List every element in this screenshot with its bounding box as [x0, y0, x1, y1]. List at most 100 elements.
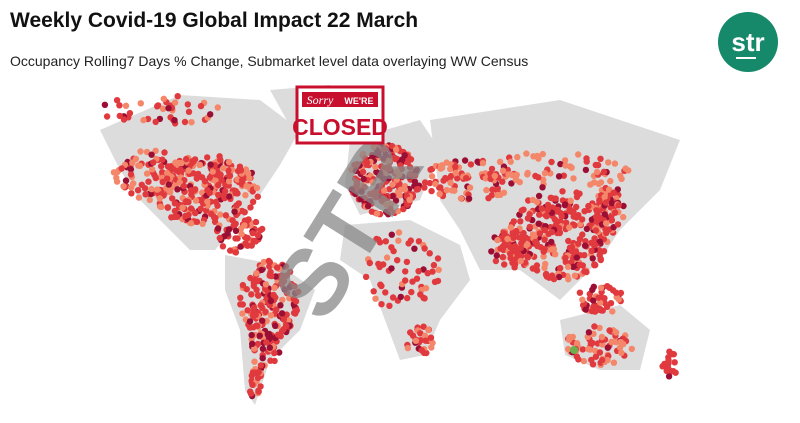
map-dot [196, 161, 203, 168]
map-dot [206, 189, 213, 197]
title: Weekly Covid-19 Global Impact 22 March [10, 9, 418, 32]
map-dot [555, 273, 563, 281]
map-dot [380, 175, 387, 182]
map-dot [588, 247, 595, 254]
map-dot [538, 205, 545, 212]
map-dot [428, 187, 435, 195]
map-dot [610, 359, 618, 366]
map-dot [564, 263, 572, 270]
map-dot [389, 192, 396, 200]
map-dot [443, 186, 450, 194]
map-dot [252, 238, 259, 245]
map-dot [536, 211, 543, 218]
map-dot [165, 105, 172, 112]
map-dot [137, 148, 144, 155]
map-dot [148, 166, 156, 173]
map-dot [135, 194, 143, 201]
map-dot [258, 266, 265, 274]
map-dot [276, 349, 283, 356]
map-dot [583, 225, 591, 233]
map-dot [414, 185, 422, 193]
map-dot [622, 165, 629, 172]
map-dot [575, 356, 582, 363]
map-dot [291, 283, 298, 290]
map-dot [579, 296, 586, 303]
map-dot [395, 237, 402, 244]
map-dot [461, 157, 469, 164]
map-dot [507, 250, 514, 257]
map-dot [185, 167, 192, 174]
map-dot [247, 388, 254, 395]
map-dot [253, 286, 260, 293]
map-dot [587, 181, 594, 188]
map-dot [583, 155, 590, 162]
map-dot [254, 193, 261, 200]
map-dot [593, 207, 600, 214]
map-dot [596, 198, 603, 205]
map-dot [171, 99, 179, 106]
map-dot [536, 230, 544, 237]
map-dot [598, 333, 606, 341]
map-dot [590, 303, 597, 310]
map-dot [168, 163, 175, 170]
map-dot [247, 274, 254, 282]
map-dot [225, 193, 233, 200]
map-dot [154, 103, 161, 110]
map-dot [524, 169, 531, 177]
map-dot [447, 165, 454, 173]
map-dot [187, 205, 195, 212]
map-dot [541, 236, 548, 243]
map-dot [402, 277, 409, 284]
map-dot [197, 102, 205, 110]
map-dot [596, 238, 603, 245]
map-dot [596, 324, 603, 332]
map-dot [185, 108, 193, 116]
map-dot [134, 187, 142, 194]
map-dot [375, 188, 383, 195]
map-dot [571, 272, 579, 279]
map-dot [238, 176, 246, 184]
map-dot [436, 190, 443, 198]
map-dot [558, 213, 565, 220]
map-dot [552, 195, 559, 202]
map-dot [400, 205, 407, 213]
map-dot [172, 167, 179, 174]
map-dot [232, 188, 239, 195]
map-dot [370, 288, 377, 295]
map-dot [518, 252, 525, 260]
map-dot [420, 266, 427, 273]
map-dot [611, 209, 619, 216]
map-dot [237, 243, 244, 250]
map-dot [206, 174, 214, 181]
map-dot [366, 198, 374, 205]
map-dot [539, 184, 546, 191]
map-dot [378, 301, 385, 308]
map-dot [579, 216, 586, 223]
map-dot [352, 167, 359, 175]
map-dot [591, 323, 598, 330]
map-dot [570, 208, 577, 215]
map-dot [604, 344, 611, 351]
map-dot [392, 197, 400, 204]
map-dot [163, 175, 171, 182]
map-dot [452, 169, 459, 177]
map-dot [383, 254, 391, 261]
map-dot [465, 195, 473, 202]
map-dot [181, 118, 189, 126]
map-dot [386, 302, 393, 309]
map-dot [369, 179, 376, 186]
map-dot [608, 217, 616, 224]
map-dot [585, 202, 592, 210]
map-dot [565, 276, 572, 283]
map-dot [665, 373, 673, 380]
map-dot [202, 207, 210, 214]
map-dot [421, 332, 429, 339]
map-dot [207, 111, 214, 118]
map-dot [557, 160, 564, 168]
map-dot [281, 286, 288, 293]
logo-text: str [731, 27, 764, 57]
map-dot [395, 229, 403, 236]
map-dot [154, 186, 161, 193]
map-dot [438, 164, 446, 172]
map-dot [160, 95, 167, 103]
